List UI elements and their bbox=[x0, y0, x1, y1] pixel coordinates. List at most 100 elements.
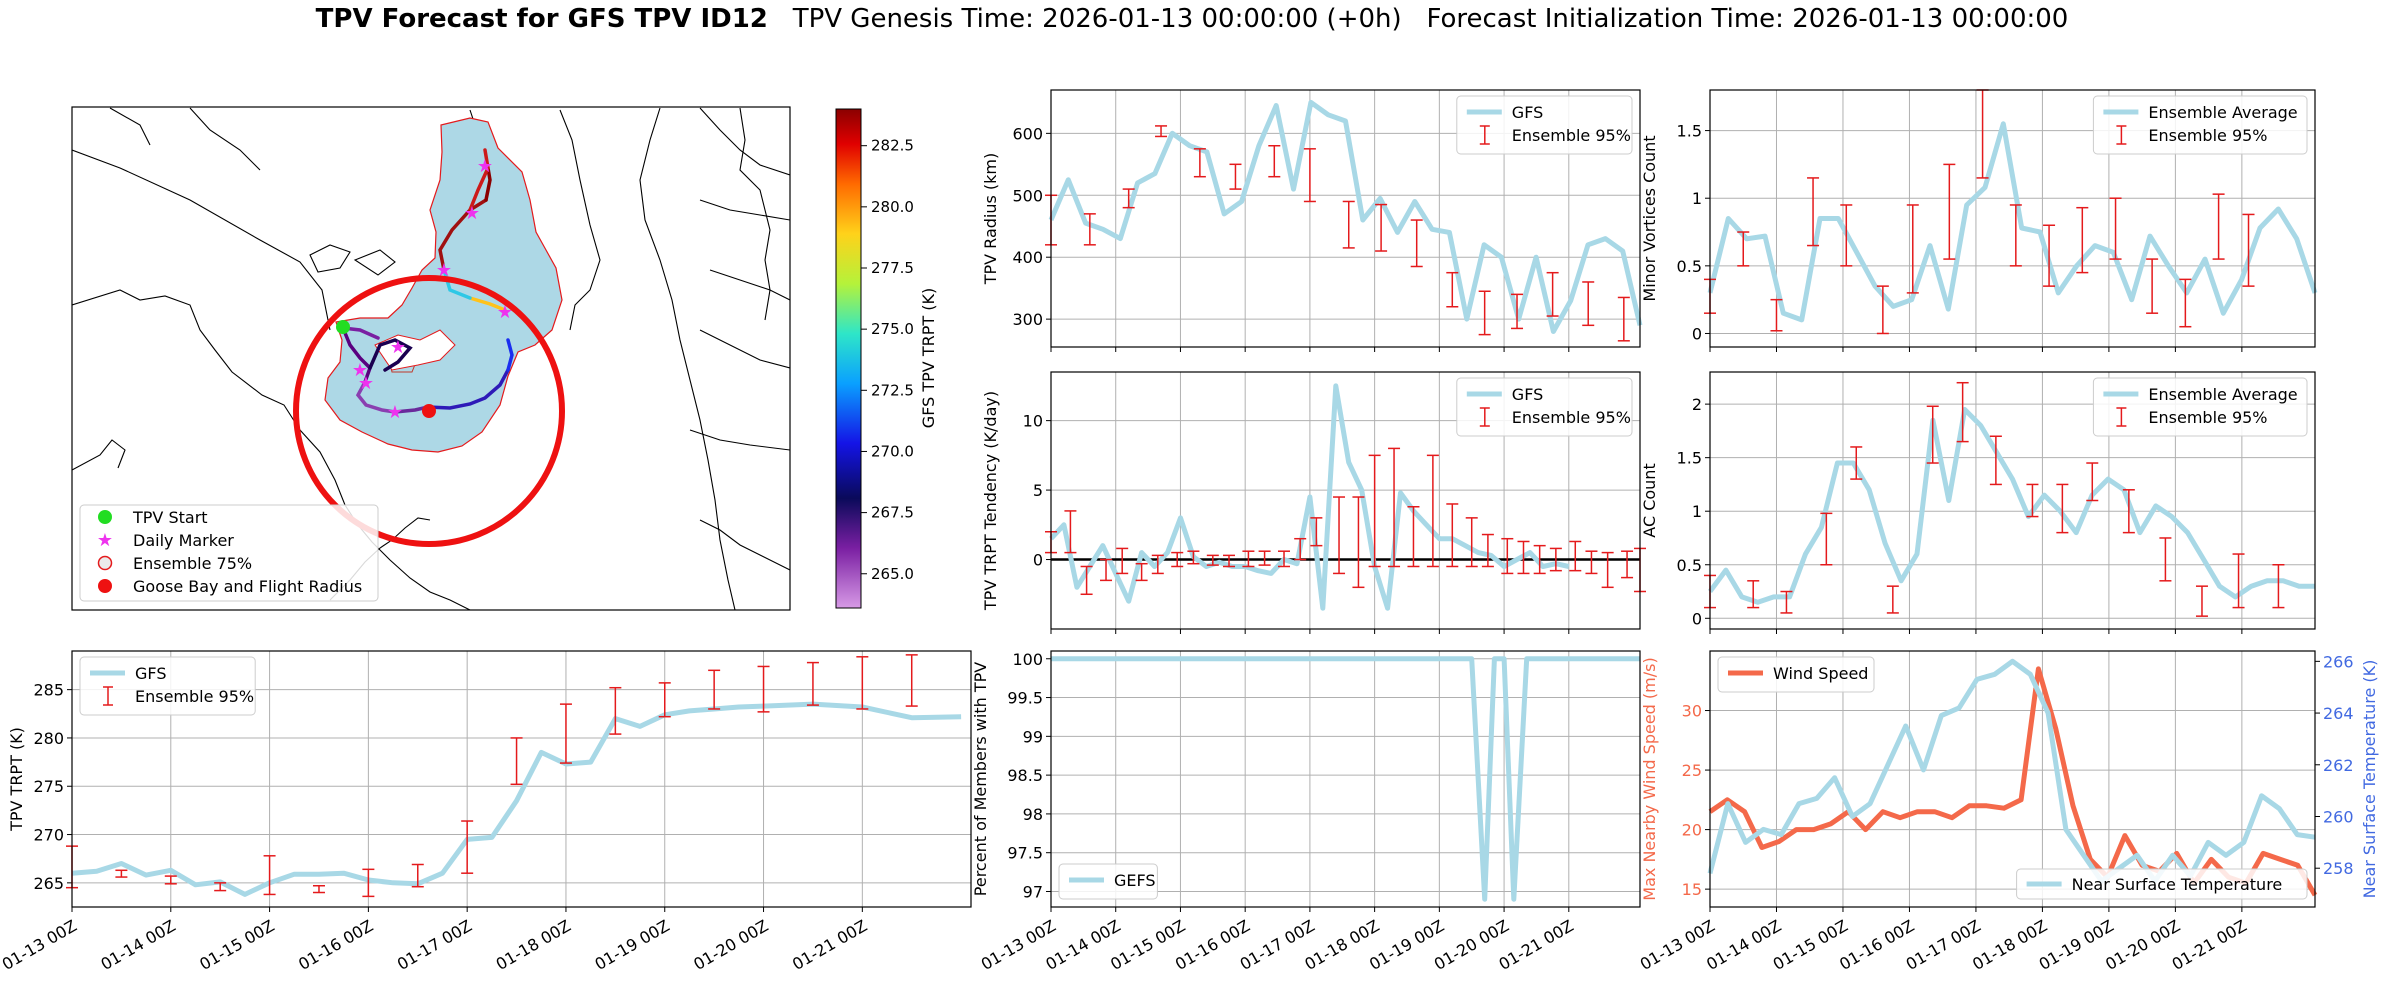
x-tick-label: 01-21 00Z bbox=[1496, 916, 1577, 974]
error-bar bbox=[1747, 580, 1760, 609]
legend-label: Wind Speed bbox=[1773, 664, 1868, 683]
series-line-primary bbox=[1049, 383, 1570, 611]
series-line-primary bbox=[1707, 407, 2315, 605]
y-tick-label: 400 bbox=[1012, 248, 1043, 267]
y-tick-label: 97 bbox=[1023, 882, 1043, 901]
title-init-time: Forecast Initialization Time: 2026-01-13… bbox=[1426, 4, 2069, 34]
error-bar bbox=[1410, 219, 1423, 268]
error-bar bbox=[1064, 510, 1077, 554]
chart-legend: GEFS bbox=[1058, 863, 1158, 900]
y-axis-label: Percent of Members with TPV bbox=[971, 662, 990, 896]
error-bar bbox=[1155, 125, 1168, 138]
error-bar bbox=[1446, 271, 1459, 308]
y-axis-label: Max Nearby Wind Speed (m/s) bbox=[1640, 657, 1659, 900]
error-bar bbox=[658, 682, 671, 718]
x-tick-label: 01-15 00Z bbox=[1770, 916, 1851, 974]
y-tick-label: 300 bbox=[1012, 310, 1043, 329]
chart-percent-members: 97 97.5 98 98.5 99 99.5 100 Percent of Members … bbox=[971, 650, 1641, 974]
error-bar bbox=[1222, 554, 1235, 568]
error-bar bbox=[1582, 281, 1595, 327]
y-tick-label: 99 bbox=[1023, 727, 1043, 746]
y-tick-label: 1 bbox=[1692, 189, 1702, 208]
plot-frame bbox=[71, 650, 972, 908]
y-tick-label: 500 bbox=[1012, 186, 1043, 205]
error-bar bbox=[2195, 585, 2208, 617]
error-bar bbox=[1135, 562, 1148, 582]
colorbar-label: GFS TPV TRPT (K) bbox=[919, 288, 938, 428]
legend-green-circle-icon bbox=[98, 510, 112, 524]
chart-legend: Wind Speed Near Surface Temperature bbox=[1717, 656, 2308, 900]
error-bar bbox=[2146, 258, 2159, 314]
chart-tpv-trpt: 265 270 275 280 285 TPV TRPT (K) 01-13 00Z 01-1… bbox=[0, 650, 972, 974]
y-tick-label: 275 bbox=[33, 777, 64, 796]
legend-box bbox=[1058, 863, 1158, 900]
y-tick-label: 0.5 bbox=[1677, 556, 1702, 575]
error-bar bbox=[1193, 148, 1206, 178]
map-legend: ★ TPV Start Daily Marker Ensemble 75% Go… bbox=[79, 504, 379, 602]
error-bar bbox=[461, 820, 474, 874]
series-line-primary bbox=[1051, 656, 1640, 902]
flight-radius-circle bbox=[293, 275, 565, 547]
y-tick-label: 0.5 bbox=[1677, 257, 1702, 276]
error-bar bbox=[1375, 203, 1388, 252]
error-bar bbox=[1242, 550, 1255, 568]
y-tick-label: 0 bbox=[1033, 551, 1043, 570]
x-tick-label: 01-18 00Z bbox=[1969, 916, 2050, 974]
error-bar bbox=[2232, 553, 2245, 609]
y-axis-label: TPV Radius (km) bbox=[981, 153, 1000, 286]
legend-label: Ensemble Average bbox=[2148, 385, 2297, 404]
colorbar-tick-label: 275.0 bbox=[871, 320, 914, 338]
title-forecast-id: TPV Forecast for GFS TPV ID12 bbox=[315, 4, 768, 34]
y-tick-label: 98 bbox=[1023, 805, 1043, 824]
daily-marker-star: ★ bbox=[390, 337, 406, 358]
error-bar bbox=[1268, 144, 1281, 178]
x-tick-label: 01-15 00Z bbox=[196, 916, 277, 974]
y-right-tick-label: 260 bbox=[2323, 807, 2354, 826]
x-tick-label: 01-20 00Z bbox=[690, 916, 771, 974]
daily-marker-star: ★ bbox=[477, 156, 493, 177]
legend-label: GEFS bbox=[1114, 871, 1156, 890]
error-bar bbox=[1585, 550, 1598, 575]
error-bar bbox=[1465, 517, 1478, 568]
error-bar bbox=[1229, 163, 1242, 190]
error-bar bbox=[609, 686, 622, 735]
y-axis-label: Minor Vortices Count bbox=[1640, 135, 1659, 301]
chart-trpt-tendency: 0 5 10 TPV TRPT Tendency (K/day) GFS Ensemble… bbox=[981, 371, 1646, 634]
error-bar bbox=[1780, 590, 1793, 614]
y-tick-label: 98.5 bbox=[1007, 766, 1043, 785]
error-bar bbox=[214, 882, 227, 892]
error-bar bbox=[806, 661, 819, 706]
error-bar bbox=[1840, 204, 1853, 267]
y-right-tick-label: 258 bbox=[2323, 859, 2354, 878]
legend-label: Daily Marker bbox=[133, 531, 234, 550]
x-tick-label: 01-16 00Z bbox=[295, 916, 376, 974]
y-tick-label: 5 bbox=[1033, 481, 1043, 500]
error-bar bbox=[362, 868, 375, 898]
legend-label: Ensemble 95% bbox=[2148, 408, 2267, 427]
error-bar bbox=[1446, 503, 1459, 568]
daily-marker-star: ★ bbox=[352, 360, 368, 381]
error-bar bbox=[2026, 483, 2039, 518]
y-tick-label: 20 bbox=[1682, 821, 1702, 840]
error-bar bbox=[1116, 547, 1129, 575]
colorbar-tick-label: 267.5 bbox=[871, 504, 914, 522]
legend-box bbox=[79, 656, 256, 716]
error-bar bbox=[1187, 550, 1200, 565]
error-bar bbox=[1080, 565, 1093, 596]
error-bar bbox=[1549, 547, 1562, 572]
chart-legend: Ensemble Average Ensemble 95% bbox=[2092, 377, 2308, 437]
error-bar bbox=[1100, 558, 1113, 582]
y-tick-label: 2 bbox=[1692, 395, 1702, 414]
legend-red-circle-icon bbox=[98, 579, 112, 593]
plot-frame bbox=[1709, 371, 2316, 630]
chart-legend: GFS Ensemble 95% bbox=[1456, 377, 1633, 437]
error-bar bbox=[1850, 446, 1863, 480]
y-tick-label: 99.5 bbox=[1007, 689, 1043, 708]
x-tick-label: 01-13 00Z bbox=[1637, 916, 1718, 974]
y-right-axis-label: Near Surface Temperature (K) bbox=[2360, 660, 2379, 899]
legend-outlined-circle-icon bbox=[97, 555, 113, 571]
error-bar bbox=[1621, 550, 1634, 579]
legend-label: Ensemble Average bbox=[2148, 103, 2297, 122]
legend-label: Goose Bay and Flight Radius bbox=[133, 577, 362, 596]
